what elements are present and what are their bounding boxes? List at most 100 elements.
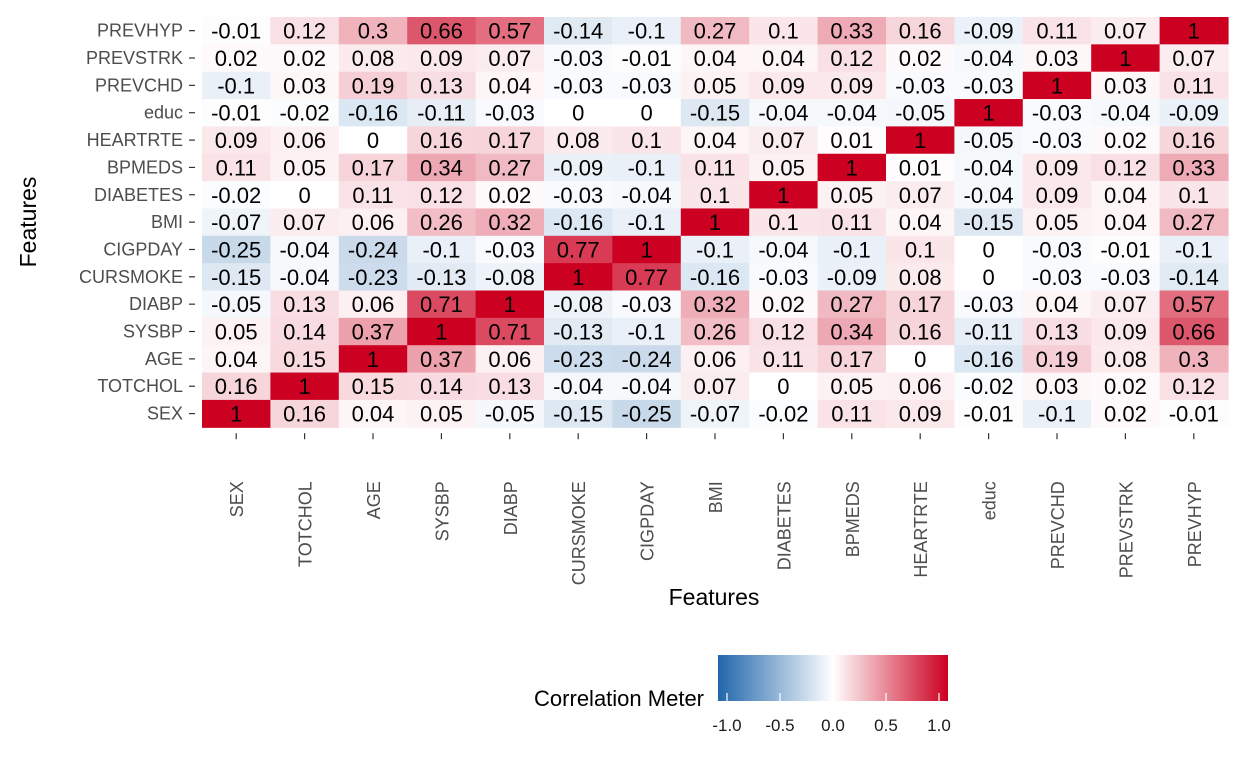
y-tick-label: CURSMOKE [79, 267, 183, 287]
heatmap-cell [680, 181, 750, 210]
heatmap-cell [886, 235, 955, 264]
heatmap-cell [1022, 317, 1092, 346]
heatmap-cell [407, 290, 477, 319]
cell-value-label: 0.1 [768, 210, 799, 235]
cell-value-label: 0.16 [899, 320, 942, 345]
heatmap-cell [817, 208, 887, 237]
heatmap-cell [612, 372, 682, 401]
cell-value-label: 1 [1188, 19, 1200, 44]
heatmap-cell [407, 208, 477, 237]
heatmap-cell [749, 153, 819, 182]
cell-value-label: 0.17 [352, 155, 395, 180]
legend-title: Correlation Meter [534, 686, 704, 711]
cell-value-label: 0.07 [1104, 19, 1147, 44]
heatmap-cell [475, 99, 545, 127]
heatmap-cell [1022, 126, 1092, 155]
cell-value-label: 0.05 [762, 155, 805, 180]
heatmap-cell [407, 71, 477, 100]
heatmap-cell [749, 263, 819, 292]
y-tick-label: DIABP [129, 294, 183, 314]
cell-value-label: -0.01 [211, 19, 261, 44]
heatmap-cell [338, 290, 408, 319]
heatmap-cell [680, 263, 750, 292]
cell-value-label: 0.02 [215, 46, 258, 71]
cell-value-label: 0.32 [488, 210, 531, 235]
cell-value-label: 0.13 [1036, 320, 1079, 345]
cell-value-label: 1 [435, 320, 447, 345]
heatmap-cell [1159, 71, 1229, 100]
heatmap-cell [475, 345, 545, 374]
heatmap-cell [544, 153, 613, 182]
cell-value-label: 0.77 [625, 265, 668, 290]
cell-value-label: 0.03 [1036, 374, 1079, 399]
x-tick-label: DIABP [501, 481, 521, 535]
cell-value-label: 0.09 [1104, 320, 1147, 345]
heatmap-cell [544, 263, 613, 292]
cell-value-label: -0.03 [1032, 101, 1082, 126]
legend-tick-label: 0.0 [821, 716, 845, 735]
heatmap-cell [680, 399, 750, 428]
cell-value-label: 0.16 [1172, 128, 1215, 153]
cell-value-label: 1 [982, 101, 994, 126]
cell-value-label: 0.14 [420, 374, 463, 399]
cell-value-label: -0.25 [622, 402, 672, 427]
heatmap-cell [954, 317, 1024, 346]
y-tick-label: TOTCHOL [97, 376, 183, 396]
cell-value-label: 0.27 [830, 292, 873, 317]
cell-value-label: 1 [709, 210, 721, 235]
cell-value-label: 0.34 [830, 320, 873, 345]
cell-value-label: 0 [914, 347, 926, 372]
cell-value-label: -0.1 [1175, 237, 1213, 262]
y-tick-label: BMI [151, 212, 183, 232]
cell-value-label: -0.1 [1038, 402, 1076, 427]
heatmap-cell [817, 317, 887, 346]
legend-tick-label: -0.5 [765, 716, 794, 735]
heatmap-cell [1091, 399, 1161, 428]
heatmap-cell [202, 345, 271, 374]
x-tick-label: BPMEDS [843, 481, 863, 557]
heatmap-cell [749, 126, 819, 155]
cell-value-label: 0.01 [830, 128, 873, 153]
heatmap-cell [270, 317, 340, 346]
heatmap-cell [612, 345, 682, 374]
heatmap-cell [886, 208, 955, 237]
cell-value-label: -0.04 [622, 374, 672, 399]
cell-value-label: 0.15 [283, 347, 326, 372]
heatmap-cell [338, 317, 408, 346]
heatmap-cell [886, 153, 955, 182]
cell-value-label: -0.1 [628, 19, 666, 44]
heatmap-cell [817, 71, 887, 100]
cell-value-label: 0.11 [1036, 19, 1077, 44]
heatmap-cell [407, 399, 477, 428]
x-tick-label: PREVCHD [1048, 481, 1068, 569]
cell-value-label: 0.3 [358, 19, 389, 44]
y-tick-label: PREVCHD [95, 75, 183, 95]
cell-value-label: -0.23 [553, 347, 603, 372]
heatmap-cell [475, 17, 545, 45]
heatmap-cell [954, 372, 1024, 401]
cell-value-label: 0.05 [420, 402, 463, 427]
cell-value-label: 0 [572, 101, 584, 126]
heatmap-cell [1091, 263, 1161, 292]
heatmap-cell [749, 290, 819, 319]
cell-value-label: -0.16 [964, 347, 1014, 372]
cell-value-label: 0.09 [215, 128, 258, 153]
x-tick-label: DIABETES [774, 481, 794, 570]
cell-value-label: 0.09 [420, 46, 463, 71]
cell-value-label: 0.16 [899, 19, 942, 44]
cell-value-label: 0.04 [1036, 292, 1079, 317]
cell-value-label: -0.08 [553, 292, 603, 317]
x-tick-label: HEARTRTE [911, 481, 931, 577]
heatmap-cell [202, 263, 271, 292]
cell-value-label: -0.03 [553, 183, 603, 208]
heatmap-cell [612, 71, 682, 100]
heatmap-cell [954, 17, 1024, 45]
cell-value-label: -0.01 [1100, 237, 1150, 262]
heatmap-cell [338, 71, 408, 100]
heatmap-cell [1022, 181, 1092, 210]
heatmap-cell [886, 181, 955, 210]
cell-value-label: -0.01 [211, 101, 261, 126]
heatmap-cell [817, 44, 887, 73]
heatmap-cell [749, 71, 819, 100]
cell-value-label: 0.12 [762, 320, 805, 345]
